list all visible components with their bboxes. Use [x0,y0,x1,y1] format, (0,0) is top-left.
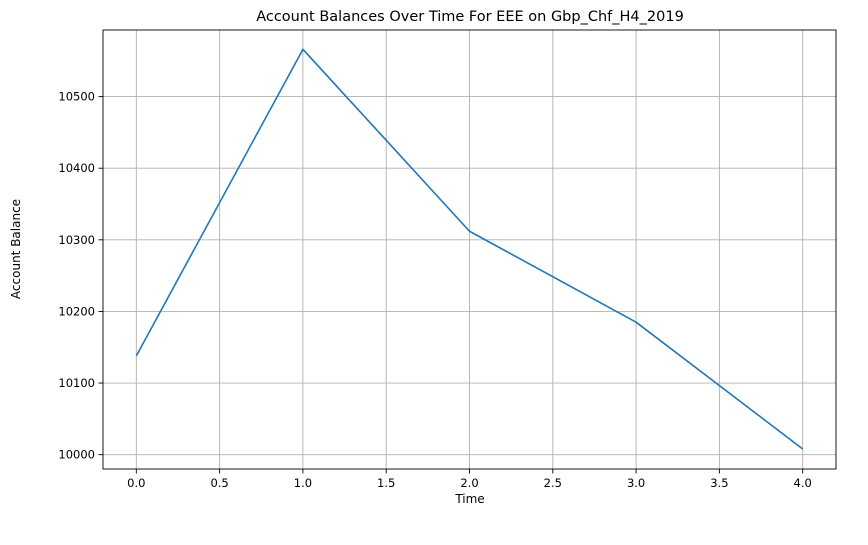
x-tick-label: 4.0 [794,476,812,490]
y-tick-label: 10300 [58,233,95,247]
series-layer [135,48,804,450]
x-tick-label: 2.5 [544,476,562,490]
x-tick-label: 2.0 [460,476,478,490]
y-tick-label: 10200 [58,304,95,318]
x-tick-label: 3.5 [710,476,728,490]
y-tick-label: 10500 [58,90,95,104]
grid [103,30,836,469]
y-tick-label: 10100 [58,376,95,390]
x-tick-label: 1.0 [294,476,312,490]
x-axis: 0.0 0.5 1.0 1.5 2.0 2.5 3.0 3.5 4.0 [127,469,812,490]
y-tick-label: 10000 [58,448,95,462]
series-line [135,48,804,450]
x-axis-label: Time [454,492,484,506]
y-axis: 10000 10100 10200 10300 10400 10500 [58,90,103,462]
y-tick-label: 10400 [58,161,95,175]
x-tick-label: 0.0 [127,476,145,490]
x-tick-label: 3.0 [627,476,645,490]
x-tick-label: 1.5 [377,476,395,490]
x-tick-label: 0.5 [210,476,228,490]
y-axis-label: Account Balance [9,199,23,299]
chart-title: Account Balances Over Time For EEE on Gb… [256,9,684,25]
